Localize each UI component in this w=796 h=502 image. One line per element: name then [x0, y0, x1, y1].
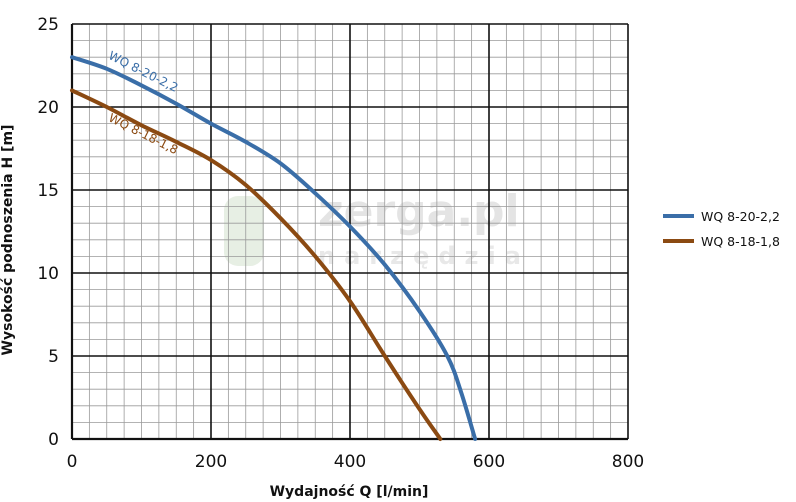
series-line-2	[70, 88, 443, 441]
y-axis-title: Wysokość podnoszenia H [m]	[0, 125, 16, 356]
x-tick-label: 600	[473, 452, 505, 472]
curve-label-2: WQ 8-18-1,8	[106, 111, 180, 157]
x-tick-label: 400	[334, 452, 366, 472]
y-tick-label: 15	[37, 181, 59, 201]
x-axis-title: Wydajność Q [l/min]	[270, 484, 429, 500]
legend-label-2: WQ 8-18-1,8	[701, 234, 780, 249]
tick-labels: 0 200 400 600 800 0 5 10 15 20 25	[37, 15, 644, 472]
y-tick-label: 20	[37, 98, 59, 118]
axes	[70, 24, 628, 441]
x-tick-label: 200	[195, 452, 227, 472]
series-line-1	[70, 55, 478, 441]
y-tick-label: 5	[48, 347, 59, 367]
y-tick-label: 25	[37, 15, 59, 35]
grid	[72, 23, 629, 439]
legend-label-1: WQ 8-20-2,2	[701, 209, 780, 224]
x-tick-label: 0	[67, 452, 78, 472]
y-tick-label: 10	[37, 264, 59, 284]
x-tick-label: 800	[612, 452, 644, 472]
y-tick-label: 0	[48, 430, 59, 450]
legend: WQ 8-20-2,2 WQ 8-18-1,8	[663, 209, 780, 249]
watermark-logo-icon	[224, 196, 264, 266]
